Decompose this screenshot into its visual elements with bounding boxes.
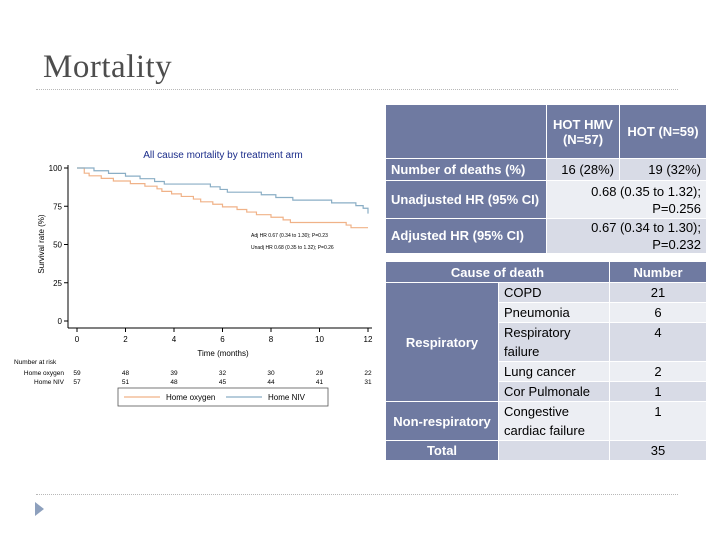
risk-row-label: Home oxygen — [24, 370, 64, 377]
number-cell: 1 — [609, 401, 707, 441]
hr-header-hot: HOT (N=59) — [619, 104, 707, 159]
cause-cell: Pneumonia — [498, 302, 610, 323]
hr-row-label: Unadjusted HR (95% CI) — [385, 180, 547, 219]
x-tick-label: 2 — [123, 335, 128, 344]
hr-deaths-hot: 19 (32%) — [619, 158, 707, 181]
hr-adjusted-value: 0.67 (0.34 to 1.30); P=0.232 — [546, 218, 707, 254]
slide-nav-arrow-icon — [35, 502, 44, 516]
hr-header-blank — [385, 104, 547, 159]
series-line-home-oxygen — [77, 167, 368, 229]
risk-count: 29 — [316, 370, 324, 377]
number-cell: 1 — [609, 381, 707, 402]
number-cell: 2 — [609, 361, 707, 382]
hr-unadjusted-value: 0.68 (0.35 to 1.32); P=0.256 — [546, 180, 707, 219]
x-tick-label: 6 — [220, 335, 225, 344]
risk-count: 48 — [122, 370, 130, 377]
x-tick-label: 8 — [269, 335, 274, 344]
risk-count: 32 — [219, 370, 227, 377]
cause-header: Cause of death — [385, 261, 610, 283]
x-tick-label: 10 — [315, 335, 324, 344]
total-label: Total — [385, 440, 499, 461]
legend-box — [117, 387, 329, 407]
risk-count: 44 — [267, 379, 275, 386]
footer-divider — [36, 494, 678, 495]
hr-deaths-hmv: 16 (28%) — [546, 158, 620, 181]
y-tick-label: 0 — [58, 317, 63, 326]
hr-header-hmv: HOT HMV (N=57) — [546, 104, 620, 159]
legend-label: Home oxygen — [166, 393, 215, 402]
risk-count: 48 — [170, 379, 178, 386]
risk-row-label: Home NIV — [34, 379, 65, 386]
hazard-ratio-table: HOT HMV (N=57) HOT (N=59) Number of deat… — [385, 104, 707, 254]
number-cell: 21 — [609, 282, 707, 303]
slide-title: Mortality — [43, 49, 173, 85]
cause-cell: Cor Pulmonale — [498, 381, 610, 402]
hr-annotation: Unadj HR 0.68 (0.35 to 1.32); P=0.26 — [251, 245, 334, 251]
risk-count: 30 — [267, 370, 275, 377]
risk-table-header: Number at risk — [14, 359, 57, 366]
number-header: Number — [609, 261, 707, 283]
risk-count: 22 — [364, 370, 372, 377]
risk-count: 59 — [73, 370, 81, 377]
y-tick-label: 25 — [53, 279, 62, 288]
y-tick-label: 50 — [53, 241, 62, 250]
series-line-home-niv — [77, 167, 369, 214]
hr-row-label: Number of deaths (%) — [385, 158, 547, 181]
x-axis-label: Time (months) — [197, 349, 249, 358]
hr-row-label: Adjusted HR (95% CI) — [385, 218, 547, 254]
chart-annotations: Adj HR 0.67 (0.34 to 1.30); P=0.23 Unadj … — [251, 233, 334, 251]
group-non-respiratory: Non-respiratory — [385, 401, 499, 441]
number-cell: 6 — [609, 302, 707, 323]
risk-count: 57 — [73, 379, 81, 386]
x-tick-label: 12 — [364, 335, 373, 344]
chart-series — [77, 167, 369, 229]
group-respiratory: Respiratory — [385, 282, 499, 402]
risk-count: 41 — [316, 379, 324, 386]
y-axis-label: Survival rate (%) — [37, 214, 46, 273]
cause-cell: Respiratory failure — [498, 322, 610, 362]
cause-cell: Lung cancer — [498, 361, 610, 382]
cause-cell: Congestive cardiac failure — [498, 401, 610, 441]
risk-count: 51 — [122, 379, 130, 386]
x-tick-label: 4 — [172, 335, 177, 344]
cause-cell: COPD — [498, 282, 610, 303]
title-divider — [36, 89, 678, 90]
chart-title: All cause mortality by treatment arm — [143, 150, 303, 161]
number-cell: 4 — [609, 322, 707, 362]
total-blank-cell — [498, 440, 610, 461]
legend-label: Home NIV — [268, 393, 306, 402]
total-value: 35 — [609, 440, 707, 461]
hr-annotation: Adj HR 0.67 (0.34 to 1.30); P=0.23 — [251, 233, 328, 239]
survival-chart: All cause mortality by treatment arm 0 2 4… — [14, 150, 373, 407]
y-tick-label: 75 — [53, 202, 62, 211]
chart-axes: 0 2 4 6 8 10 12 0 25 50 75 100 — [49, 164, 373, 344]
cause-of-death-table: Cause of death Number Respiratory COPD 2… — [385, 261, 707, 461]
risk-count: 31 — [364, 379, 372, 386]
chart-legend: Home oxygen Home NIV — [117, 387, 329, 407]
x-tick-label: 0 — [75, 335, 80, 344]
risk-count: 45 — [219, 379, 227, 386]
risk-count: 39 — [170, 370, 178, 377]
risk-table: Home oxygen 59 48 39 32 30 29 22 Home NIV 57 51 48 4… — [24, 370, 372, 386]
y-tick-label: 100 — [49, 164, 63, 173]
